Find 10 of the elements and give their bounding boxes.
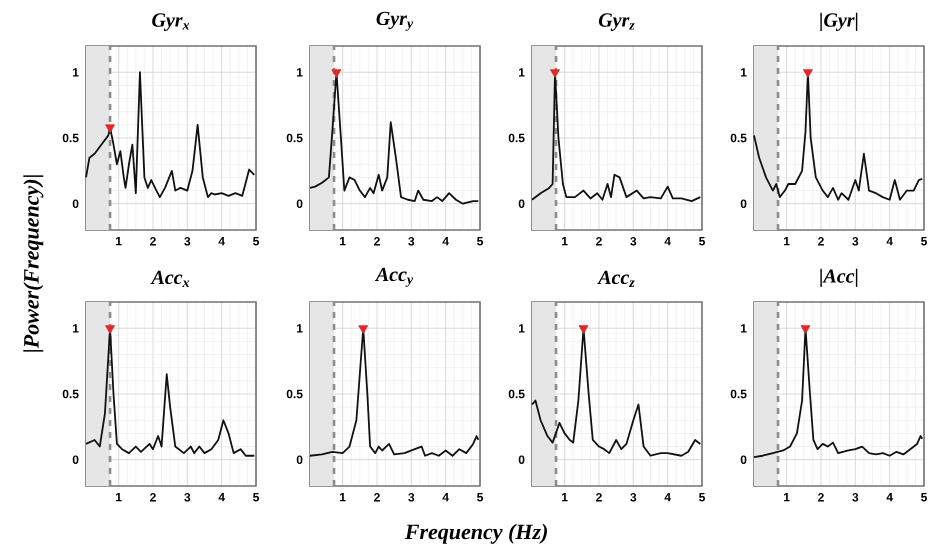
chart-title: Acc$_{y}$ [374,267,414,287]
chart-title: Acc$_{z}$ [597,270,635,287]
chart-title: Gyr$_{z}$ [598,13,635,31]
chart-title: |Gyr| [820,12,858,31]
chart-title: Gyr$_{x}$ [152,13,190,31]
chart-title: Acc$_{x}$ [150,270,190,287]
y-axis-title: |Power(Frequency)| [23,175,44,352]
x-axis-title: Frequency (Hz) [404,523,547,544]
chart-title: Gyr$_{y}$ [376,11,414,31]
chart-title: |Acc| [820,268,858,287]
